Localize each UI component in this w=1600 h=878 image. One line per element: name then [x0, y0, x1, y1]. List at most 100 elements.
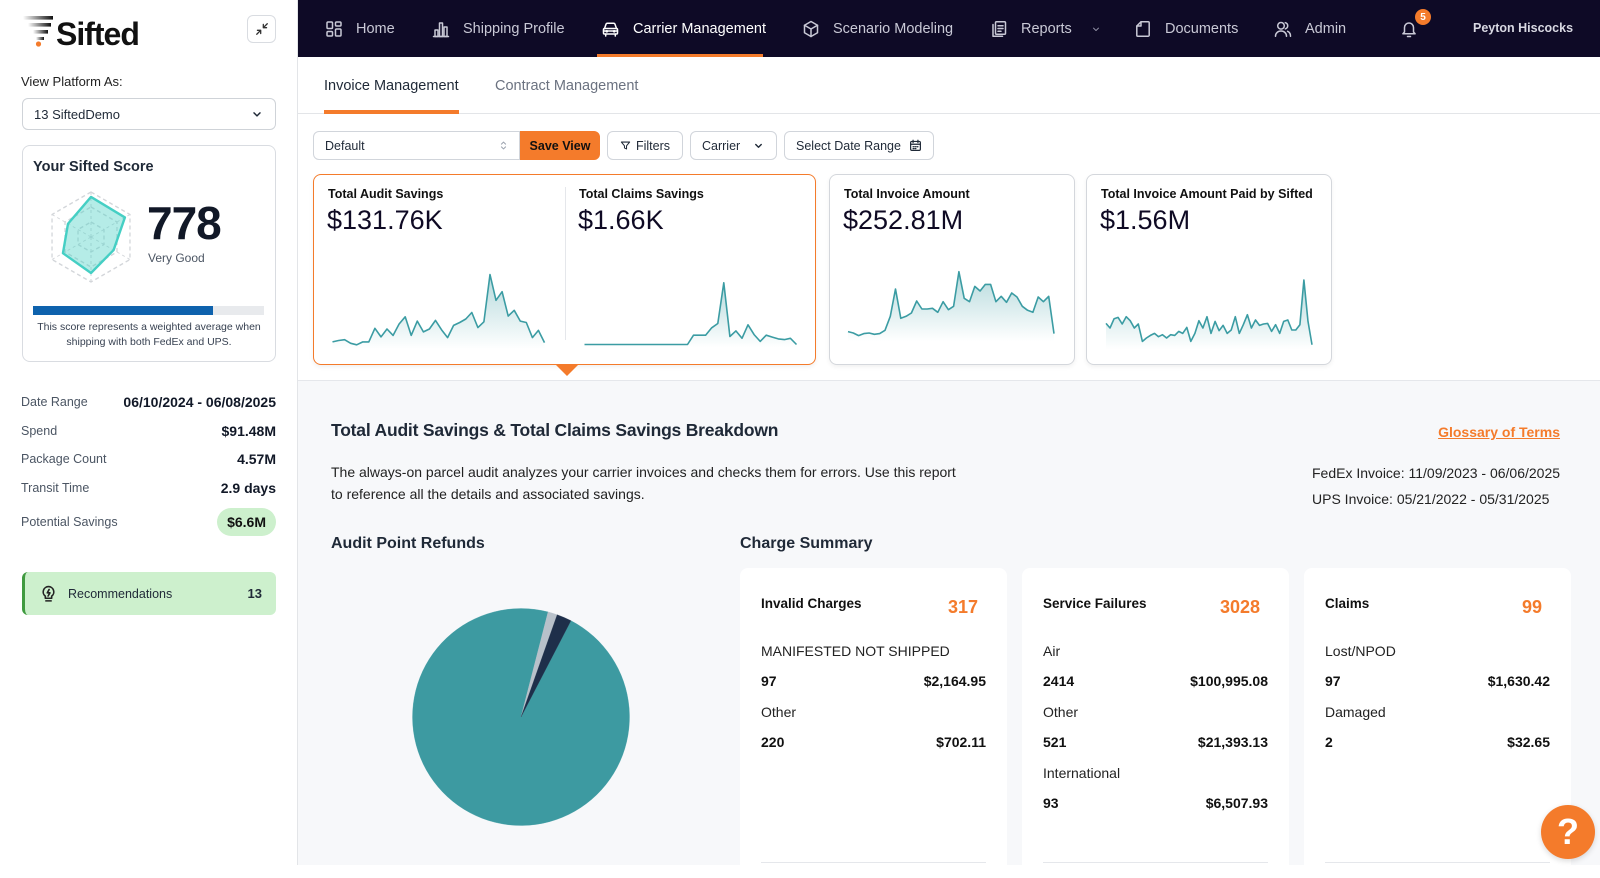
stat-transit-time: Transit Time 2.9 days [21, 474, 276, 502]
charge-row-values: 97 $2,164.95 [761, 671, 986, 691]
nav-label: Admin [1305, 21, 1346, 37]
kpi-divider [565, 187, 566, 340]
kpi-value: $131.76K [327, 204, 443, 236]
sparkline-area [333, 275, 545, 350]
save-view-button[interactable]: Save View [520, 131, 600, 160]
cube-icon [802, 20, 820, 38]
lightbulb-icon [40, 585, 57, 603]
stat-value: 2.9 days [221, 480, 276, 496]
charge-row-count: 2 [1325, 732, 1333, 752]
saved-view-select[interactable]: Default [313, 131, 520, 160]
charge-row-count: 93 [1043, 793, 1059, 813]
charge-card-service-failures: Service Failures 3028 Air 2414 $100,995.… [1022, 568, 1289, 878]
charge-row-label: MANIFESTED NOT SHIPPED [761, 641, 986, 661]
recommendations-label: Recommendations [68, 587, 248, 601]
charge-row-amount: $702.11 [936, 732, 986, 752]
kpi-value: $252.81M [843, 204, 963, 236]
audit-point-refunds-title: Audit Point Refunds [331, 534, 485, 554]
glossary-of-terms-link[interactable]: Glossary of Terms [1438, 423, 1560, 441]
stat-label: Date Range [21, 395, 88, 409]
potential-savings-badge: $6.6M [217, 508, 276, 536]
nav-label: Shipping Profile [463, 21, 565, 37]
view-platform-label: View Platform As: [21, 73, 123, 91]
charge-row-label: Other [1043, 702, 1268, 722]
view-platform-value: 13 SiftedDemo [34, 107, 120, 122]
chevron-down-icon [753, 140, 764, 151]
user-menu[interactable]: Peyton Hiscocks [1473, 19, 1573, 37]
sparkline-line [333, 275, 545, 345]
charge-row-amount: $32.65 [1507, 732, 1550, 752]
card-divider [761, 862, 986, 863]
kpi-title: Total Invoice Amount Paid by Sifted [1101, 186, 1313, 202]
recommendations-button[interactable]: Recommendations 13 [22, 572, 276, 615]
charge-row-label: Other [761, 702, 986, 722]
stat-value: 4.57M [237, 451, 276, 467]
stat-label: Package Count [21, 452, 106, 466]
kpi-title: Total Claims Savings [579, 186, 704, 202]
view-platform-select[interactable]: 13 SiftedDemo [22, 98, 276, 130]
bar-chart-icon [432, 20, 450, 38]
fedex-invoice-range: FedEx Invoice: 11/09/2023 - 06/06/2025 [1312, 464, 1560, 482]
kpi-card-invoice-paid-by-sifted[interactable]: Total Invoice Amount Paid by Sifted $1.5… [1086, 174, 1332, 365]
charge-row-values: 93 $6,507.93 [1043, 793, 1268, 813]
collapse-icon [255, 22, 269, 36]
charge-card-count: 317 [948, 596, 978, 618]
score-progress-fill [33, 306, 213, 315]
top-navigation: Home Shipping Profile Carrier Management… [298, 0, 1600, 57]
filters-button[interactable]: Filters [607, 131, 683, 160]
tab-invoice-management[interactable]: Invoice Management [324, 74, 459, 114]
nav-scenario-modeling[interactable]: Scenario Modeling [802, 0, 953, 57]
card-divider [1325, 862, 1550, 863]
charge-row-count: 521 [1043, 732, 1066, 752]
charge-rows: Air 2414 $100,995.08 Other 521 $21,393.1… [1043, 641, 1268, 824]
charge-row-label: Damaged [1325, 702, 1550, 722]
charge-row-count: 97 [761, 671, 777, 691]
charge-card-invalid-charges: Invalid Charges 317 MANIFESTED NOT SHIPP… [740, 568, 1007, 878]
users-icon [1274, 20, 1292, 38]
score-value: 778 [147, 200, 221, 246]
radar-score-area [63, 197, 125, 273]
kpi-card-total-invoice-amount[interactable]: Total Invoice Amount $252.81M [829, 174, 1075, 365]
nav-documents[interactable]: Documents [1134, 0, 1238, 57]
stat-value: $91.48M [222, 423, 276, 439]
chevron-down-icon [251, 108, 263, 120]
kpi-value: $1.56M [1100, 204, 1190, 236]
nav-shipping-profile[interactable]: Shipping Profile [432, 0, 565, 57]
help-button[interactable]: ? [1541, 805, 1595, 859]
funnel-logo-icon [22, 14, 56, 48]
charge-row-amount: $100,995.08 [1190, 671, 1268, 691]
charge-row-values: 97 $1,630.42 [1325, 671, 1550, 691]
date-range-picker[interactable]: Select Date Range [784, 131, 934, 160]
stat-package-count: Package Count 4.57M [21, 445, 276, 473]
kpi-title: Total Invoice Amount [844, 186, 970, 202]
sifted-score-card: Your Sifted Score 778 Very Good This sco… [22, 145, 276, 362]
charge-row-count: 2414 [1043, 671, 1074, 691]
charge-rows: MANIFESTED NOT SHIPPED 97 $2,164.95 Othe… [761, 641, 986, 763]
charge-row-amount: $21,393.13 [1198, 732, 1268, 752]
score-radar-chart [41, 187, 141, 287]
nav-home[interactable]: Home [325, 0, 395, 57]
nav-reports[interactable]: Reports [990, 0, 1101, 57]
charge-row-values: 2414 $100,995.08 [1043, 671, 1268, 691]
charge-row-amount: $1,630.42 [1488, 671, 1550, 691]
ups-invoice-range: UPS Invoice: 05/21/2022 - 05/31/2025 [1312, 490, 1549, 508]
collapse-sidebar-button[interactable] [247, 15, 276, 43]
stat-potential-savings: Potential Savings $6.6M [21, 507, 276, 536]
charge-card-count: 99 [1522, 596, 1542, 618]
nav-carrier-management[interactable]: Carrier Management [601, 0, 766, 57]
tab-contract-management[interactable]: Contract Management [495, 74, 638, 114]
carrier-label: Carrier [702, 139, 740, 153]
charge-row-label: International [1043, 763, 1268, 783]
kpi-value: $1.66K [578, 204, 664, 236]
sparkline-line [848, 272, 1054, 336]
breakdown-description: The always-on parcel audit analyzes your… [331, 462, 956, 505]
nav-admin[interactable]: Admin [1274, 0, 1346, 57]
score-rating: Very Good [148, 250, 205, 266]
charge-row-values: 521 $21,393.13 [1043, 732, 1268, 752]
notifications-button[interactable] [1400, 19, 1418, 39]
notification-count-badge: 5 [1415, 9, 1431, 25]
charge-rows: Lost/NPOD 97 $1,630.42 Damaged 2 $32.65 [1325, 641, 1550, 763]
filters-label: Filters [636, 139, 670, 153]
carrier-dropdown[interactable]: Carrier [690, 131, 777, 160]
kpi-card-audit-claims-savings[interactable]: Total Audit Savings $131.76K Total Claim… [313, 174, 816, 365]
